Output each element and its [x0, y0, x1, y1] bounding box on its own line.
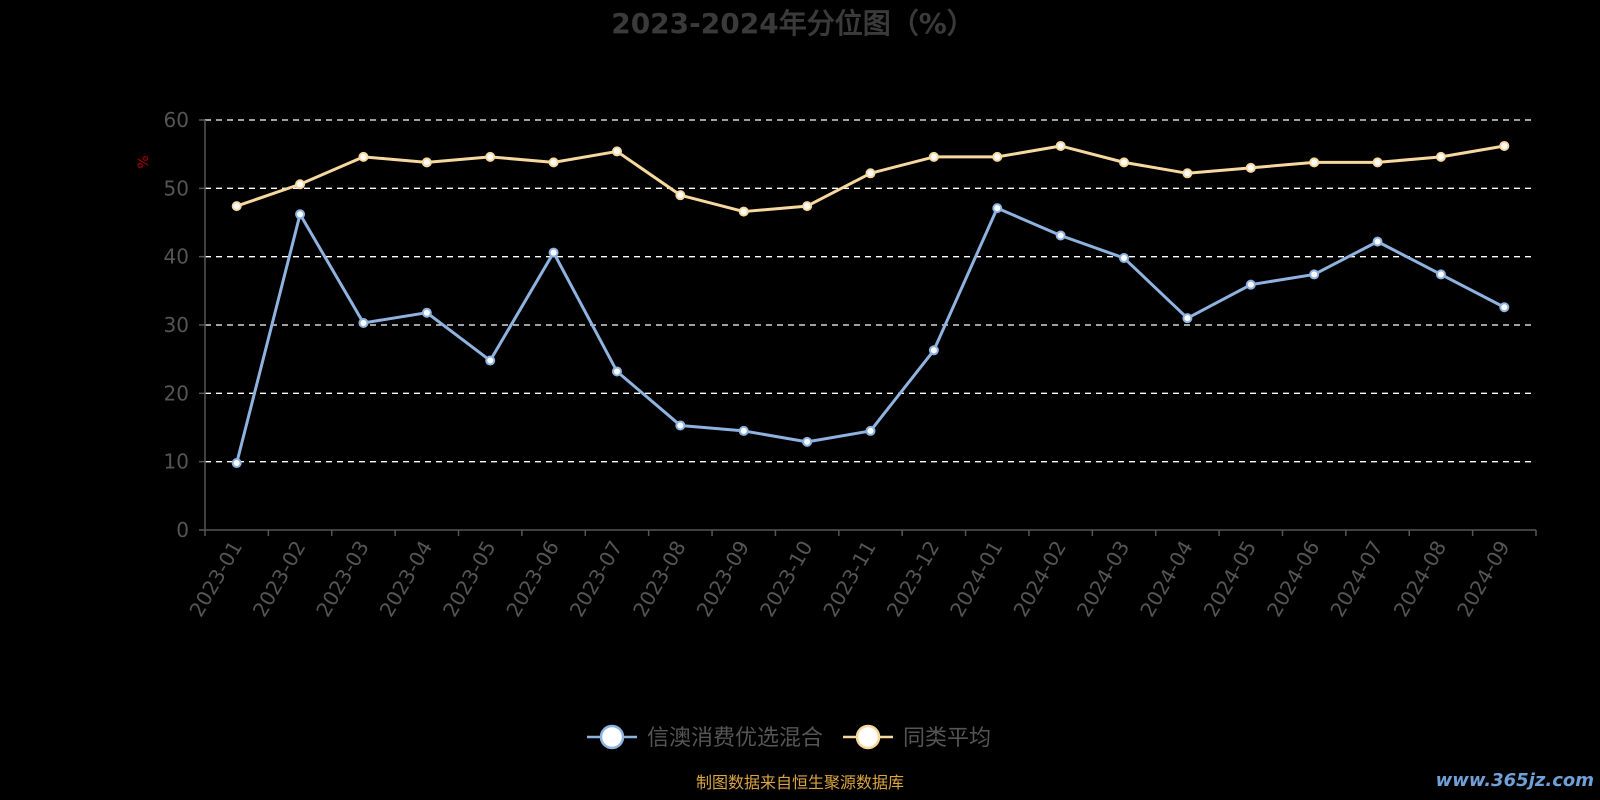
- data-point: [928, 345, 939, 356]
- y-tick-label: 10: [164, 450, 189, 474]
- y-tick-label: 0: [176, 518, 189, 542]
- y-axis-label: %: [136, 155, 152, 168]
- data-point: [802, 436, 813, 447]
- axes: [199, 119, 1537, 536]
- y-tick-label: 30: [164, 313, 189, 337]
- data-point: [358, 317, 369, 328]
- x-tick-label: 2024-07: [1325, 537, 1388, 621]
- y-tick-label: 60: [164, 108, 189, 132]
- data-point: [1182, 168, 1193, 179]
- data-point: [928, 151, 939, 162]
- data-point: [1245, 279, 1256, 290]
- data-source-note: 制图数据来自恒生聚源数据库: [696, 773, 904, 792]
- x-tick-label: 2024-08: [1389, 537, 1452, 621]
- data-point: [1309, 269, 1320, 280]
- data-point: [611, 146, 622, 157]
- x-tick-label: 2023-01: [184, 537, 247, 621]
- y-tick-labels: 0 10 20 30 40 50 60: [164, 108, 189, 542]
- x-tick-label: 2023-11: [818, 537, 881, 621]
- x-tick-label: 2023-09: [691, 537, 754, 621]
- data-point: [1499, 302, 1510, 313]
- data-point: [421, 157, 432, 168]
- data-point: [1435, 151, 1446, 162]
- x-tick-label: 2024-03: [1072, 537, 1135, 621]
- series-line: [235, 206, 1505, 464]
- data-point: [548, 157, 559, 168]
- data-point: [231, 201, 242, 212]
- y-tick-label: 40: [164, 245, 189, 269]
- data-point: [231, 458, 242, 469]
- grid-lines: [205, 119, 1536, 463]
- data-point: [421, 307, 432, 318]
- data-point: [992, 151, 1003, 162]
- data-point: [1182, 313, 1193, 324]
- legend[interactable]: 信澳消费优选混合 同类平均: [587, 724, 991, 751]
- x-tick-label: 2023-06: [501, 537, 564, 621]
- x-tick-label: 2023-02: [248, 537, 311, 621]
- x-tick-label: 2024-09: [1452, 537, 1515, 621]
- data-point: [1119, 253, 1130, 264]
- y-tick-label: 20: [164, 381, 189, 405]
- data-point: [738, 206, 749, 217]
- data-point: [865, 168, 876, 179]
- series-line: [236, 144, 1505, 214]
- data-point: [485, 151, 496, 162]
- data-point: [1055, 230, 1066, 241]
- x-tick-label: 2023-03: [311, 537, 374, 621]
- x-tick-label: 2023-07: [565, 537, 628, 621]
- x-tick-label: 2023-08: [628, 537, 691, 621]
- data-point: [1245, 162, 1256, 173]
- x-tick-labels: 2023-01 2023-02 2023-03 2023-04 2023-05 2023-…: [184, 537, 1514, 621]
- x-tick-label: 2024-05: [1199, 537, 1262, 621]
- x-tick-label: 2024-01: [945, 537, 1008, 621]
- data-point: [1435, 269, 1446, 280]
- data-point: [1309, 157, 1320, 168]
- data-point: [548, 247, 559, 258]
- data-point: [865, 425, 876, 436]
- data-point: [802, 201, 813, 212]
- data-point: [675, 190, 686, 201]
- chart-title: 2023-2024年分位图（%）: [611, 7, 975, 40]
- x-tick-label: 2023-12: [882, 537, 945, 621]
- data-point: [738, 425, 749, 436]
- legend-swatch-marker: [855, 724, 881, 750]
- legend-swatch-marker: [599, 724, 625, 750]
- data-point: [485, 355, 496, 366]
- data-point: [358, 151, 369, 162]
- data-point: [675, 420, 686, 431]
- data-point: [295, 179, 306, 190]
- data-point: [992, 203, 1003, 214]
- data-point: [1055, 140, 1066, 151]
- watermark: www.365jz.com: [1436, 770, 1594, 791]
- data-point: [1372, 157, 1383, 168]
- legend-label: 信澳消费优选混合: [647, 726, 823, 751]
- data-point: [611, 366, 622, 377]
- x-tick-label: 2024-04: [1135, 537, 1198, 621]
- data-point: [1372, 236, 1383, 247]
- legend-item[interactable]: 同类平均: [843, 724, 991, 751]
- x-tick-label: 2023-04: [375, 537, 438, 621]
- x-tick-label: 2024-06: [1262, 537, 1325, 621]
- data-point: [1499, 140, 1510, 151]
- legend-item[interactable]: 信澳消费优选混合: [587, 724, 823, 751]
- x-tick-label: 2023-05: [438, 537, 501, 621]
- data-point: [295, 209, 306, 220]
- x-tick-label: 2024-02: [1008, 537, 1071, 621]
- legend-label: 同类平均: [903, 726, 991, 751]
- data-point: [1119, 157, 1130, 168]
- x-tick-label: 2023-10: [755, 537, 818, 621]
- series-lines: [231, 140, 1510, 469]
- y-tick-label: 50: [164, 176, 189, 200]
